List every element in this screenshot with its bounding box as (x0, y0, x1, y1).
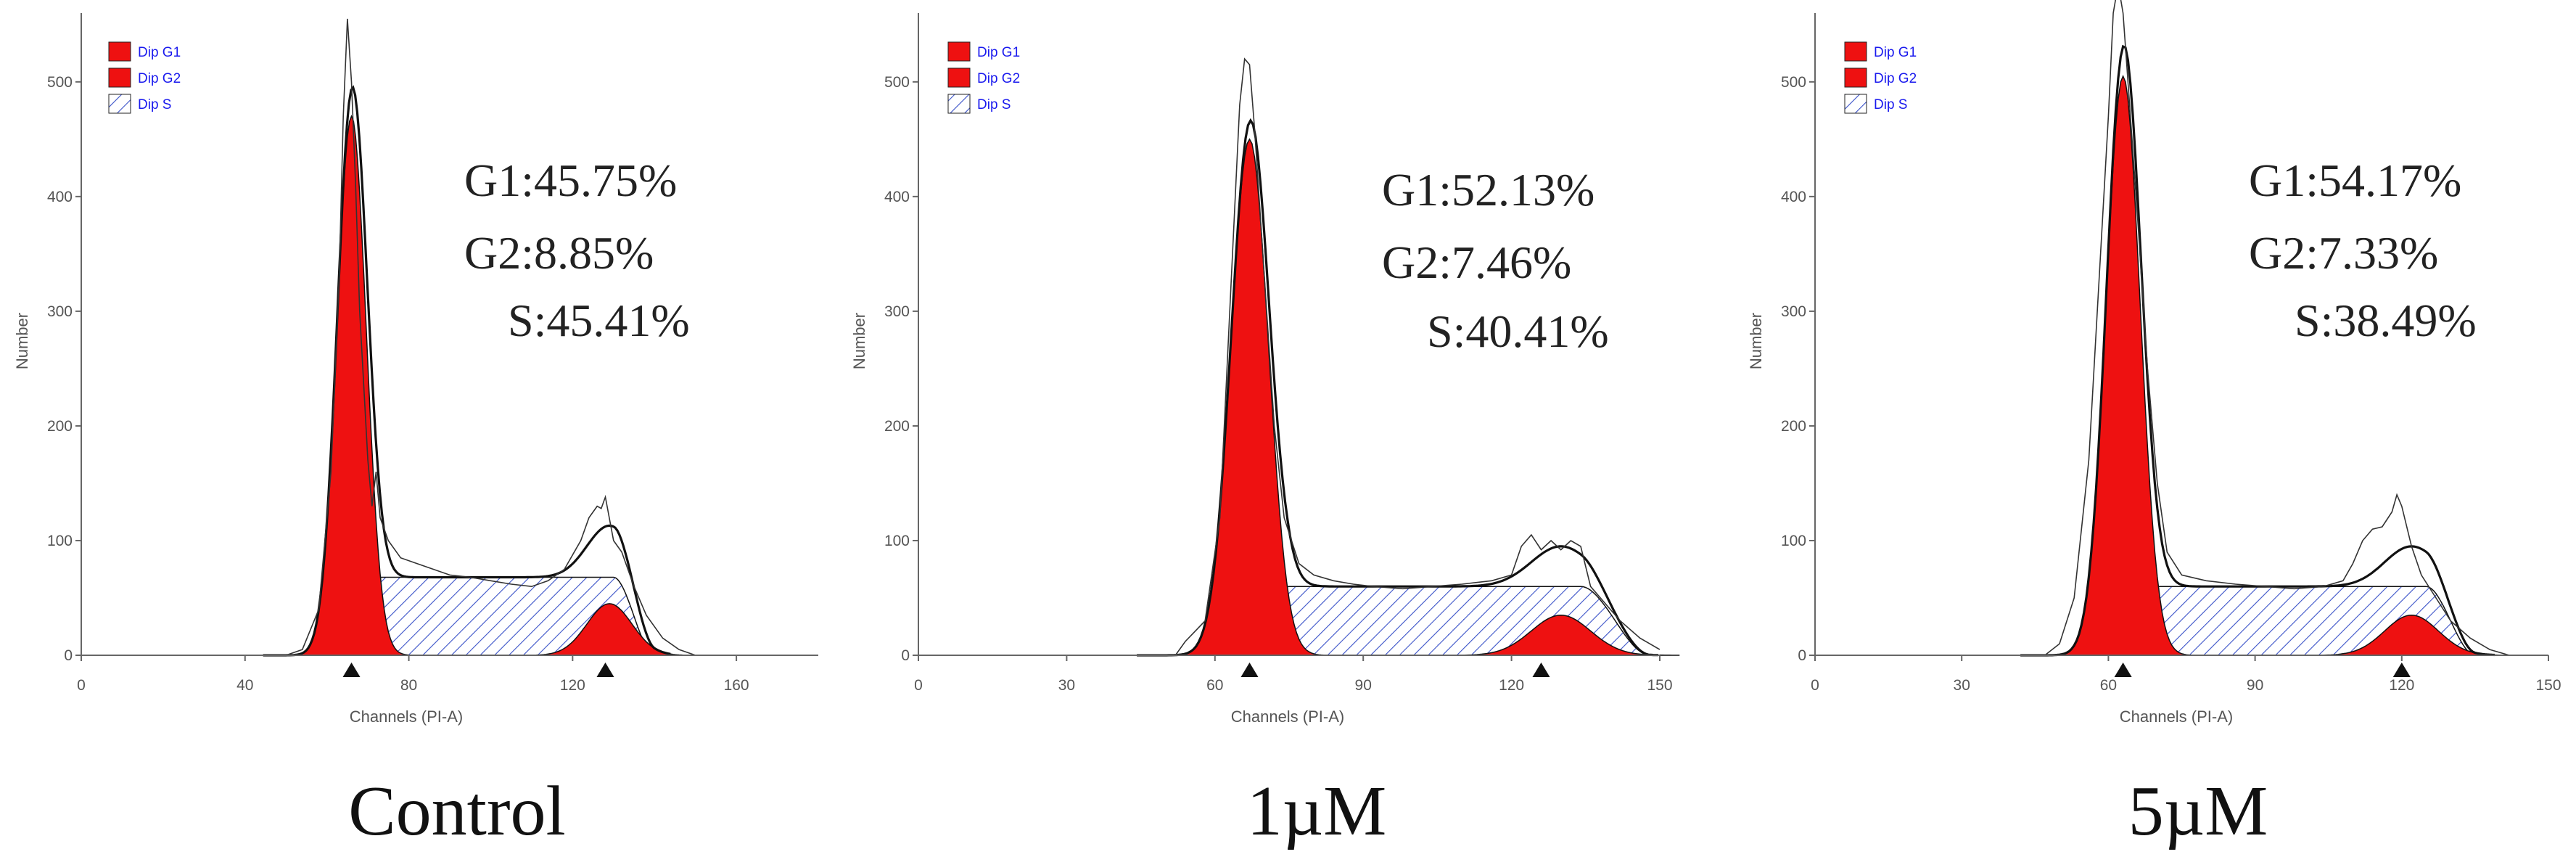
x-tick-label: 40 (236, 677, 253, 694)
s-percentage: S:38.49% (2295, 295, 2477, 346)
g1-percentage: G1:54.17% (2249, 155, 2461, 206)
condition-label: 1µM (1247, 772, 1387, 850)
raw-histogram-line (285, 18, 818, 656)
x-tick-label: 30 (1954, 677, 1970, 694)
s-percentage: S:45.41% (508, 295, 690, 346)
legend-swatch-s (1844, 94, 1867, 114)
y-tick-label: 200 (884, 418, 910, 435)
y-tick-label: 500 (884, 74, 910, 91)
x-tick-label: 150 (2535, 677, 2561, 694)
legend-label-g2: Dip G2 (977, 71, 1020, 86)
legend-label-s: Dip S (977, 97, 1011, 112)
x-axis-label: Channels (PI-A) (1231, 708, 1345, 726)
x-axis-label: Channels (PI-A) (350, 708, 464, 726)
x-tick-label: 60 (2100, 677, 2117, 694)
y-tick-label: 500 (1781, 74, 1806, 91)
y-tick-label: 200 (47, 418, 73, 435)
y-axis-label: Number (1747, 313, 1765, 369)
x-tick-label: 150 (1647, 677, 1672, 694)
y-tick-label: 100 (884, 533, 910, 549)
g1-percentage: G1:45.75% (464, 155, 677, 206)
histogram-panel-control: 0 100 200 300 400 500 0 40 80 120 160 Dip G1 Dip G… (13, 13, 818, 850)
legend-label-s: Dip S (138, 97, 171, 112)
y-tick-label: 300 (1781, 303, 1806, 320)
raw-histogram-line (1174, 57, 1661, 656)
g2-peak (1442, 614, 1680, 656)
legend-label-g1: Dip G1 (138, 45, 181, 60)
g2-percentage: G2:8.85% (464, 227, 654, 279)
g2-peak-marker (1532, 663, 1550, 677)
g2-peak-marker (2392, 663, 2411, 677)
g1-peak-marker (1240, 663, 1259, 677)
y-tick-label: 0 (901, 647, 910, 664)
legend-swatch-s (947, 94, 971, 114)
y-axis-label: Number (850, 313, 868, 369)
x-axis-label: Channels (PI-A) (2120, 708, 2234, 726)
x-tick-label: 90 (2247, 677, 2263, 694)
legend-swatch-g2 (947, 67, 971, 88)
model-fit-line (1137, 118, 1658, 657)
g1-peak-marker (2114, 663, 2132, 677)
legend-label-s: Dip S (1874, 97, 1907, 112)
legend-swatch-g2 (1844, 67, 1867, 88)
g2-peak (519, 603, 700, 656)
x-tick-label: 0 (914, 677, 923, 694)
y-tick-label: 300 (884, 303, 910, 320)
g1-percentage: G1:52.13% (1382, 164, 1594, 216)
condition-label: 5µM (2128, 772, 2268, 850)
raw-histogram-line (2044, 0, 2510, 656)
legend-swatch-g2 (108, 67, 131, 88)
legend-label-g2: Dip G2 (138, 71, 181, 86)
x-tick-label: 60 (1206, 677, 1223, 694)
legend-label-g1: Dip G1 (1874, 45, 1917, 60)
g1-peak-marker (342, 663, 361, 677)
histogram-panel-1um: 0 100 200 300 400 500 0 30 60 90 120 150 Dip G1 Dip… (850, 13, 1680, 850)
condition-label: Control (348, 772, 565, 850)
y-tick-label: 300 (47, 303, 73, 320)
x-tick-label: 160 (724, 677, 749, 694)
legend-label-g1: Dip G1 (977, 45, 1020, 60)
x-tick-label: 120 (1499, 677, 1524, 694)
y-tick-label: 200 (1781, 418, 1806, 435)
y-tick-label: 400 (884, 189, 910, 205)
x-tick-label: 120 (2389, 677, 2414, 694)
y-axis-label: Number (13, 313, 31, 369)
g1-peak (277, 115, 426, 656)
y-tick-label: 400 (1781, 189, 1806, 205)
x-tick-label: 0 (1811, 677, 1819, 694)
y-tick-label: 100 (1781, 533, 1806, 549)
histogram-panel-5um: 0 100 200 300 400 500 0 30 60 90 120 150 Dip G1 Dip… (1747, 0, 2561, 850)
legend-swatch-s (108, 94, 131, 114)
x-tick-label: 120 (560, 677, 585, 694)
x-tick-label: 0 (77, 677, 86, 694)
y-tick-label: 100 (47, 533, 73, 549)
legend-swatch-g1 (1844, 41, 1867, 62)
g2-peak-marker (596, 663, 614, 677)
g2-percentage: G2:7.33% (2249, 227, 2438, 279)
x-tick-label: 80 (400, 677, 417, 694)
g2-percentage: G2:7.46% (1382, 237, 1571, 288)
y-tick-label: 0 (64, 647, 73, 664)
y-tick-label: 0 (1798, 647, 1806, 664)
y-tick-label: 500 (47, 74, 73, 91)
y-tick-label: 400 (47, 189, 73, 205)
legend-swatch-g1 (108, 41, 131, 62)
legend-swatch-g1 (947, 41, 971, 62)
g1-peak (2037, 74, 2209, 656)
g1-peak (1156, 138, 1343, 656)
x-tick-label: 30 (1058, 677, 1075, 694)
x-tick-label: 90 (1355, 677, 1372, 694)
s-percentage: S:40.41% (1427, 306, 1609, 357)
legend-label-g2: Dip G2 (1874, 71, 1917, 86)
